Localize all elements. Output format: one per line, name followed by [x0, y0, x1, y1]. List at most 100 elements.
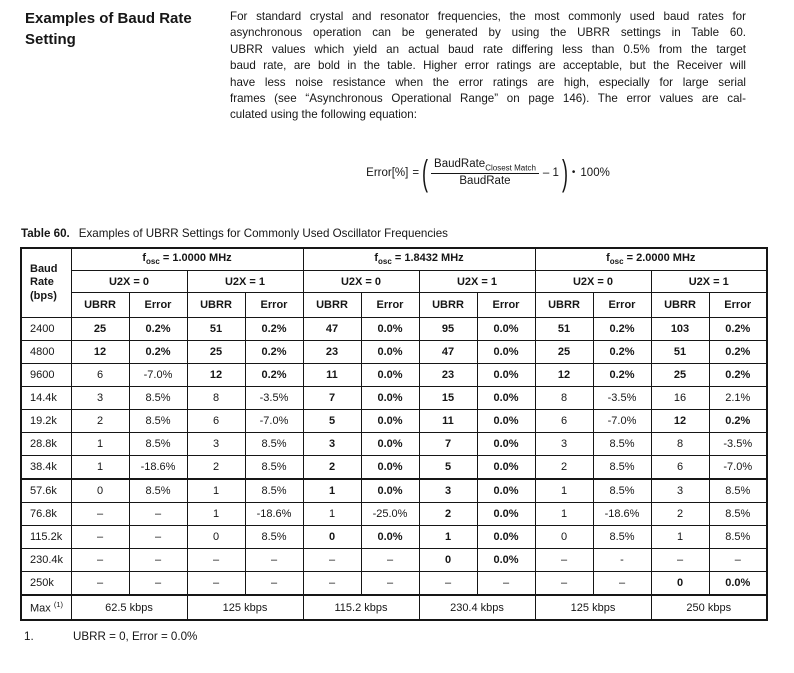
error-cell: -7.0%	[244, 409, 304, 433]
ubrr-cell: 11	[302, 363, 362, 387]
error-cell: 8.5%	[244, 432, 304, 456]
ubrr-cell: 12	[534, 363, 594, 387]
error-cell: 0.0%	[476, 502, 536, 526]
ubrr-cell: 3	[70, 386, 130, 410]
ubrr-cell: 6	[534, 409, 594, 433]
ubrr-cell: 2	[418, 502, 478, 526]
u2x-header: U2X = 1	[418, 270, 536, 293]
ubrr-cell: 7	[418, 432, 478, 456]
fosc-frequency: = 2.0000 MHz	[623, 252, 696, 265]
error-cell: 0.0%	[476, 386, 536, 410]
ubrr-cell: 47	[302, 317, 362, 341]
error-header: Error	[592, 292, 652, 318]
max-value-cell: 250 kbps	[650, 594, 768, 621]
error-cell: 8.5%	[592, 478, 652, 503]
error-header: Error	[708, 292, 768, 318]
ubrr-cell: 1	[534, 478, 594, 503]
ubrr-cell: 2	[534, 455, 594, 480]
ubrr-cell: 12	[186, 363, 246, 387]
ubrr-cell: 16	[650, 386, 710, 410]
error-cell: –	[708, 548, 768, 572]
error-cell: 0.0%	[360, 317, 420, 341]
error-cell: 8.5%	[128, 432, 188, 456]
error-cell: 0.2%	[708, 409, 768, 433]
ubrr-cell: 5	[302, 409, 362, 433]
ubrr-cell: 23	[418, 363, 478, 387]
ubrr-cell: 51	[186, 317, 246, 341]
error-header: Error	[128, 292, 188, 318]
table-row: 76.8k – –1 -18.6% 1 -25.0% 2 0.0% 1 -18.6% 2 8.5%	[20, 502, 768, 526]
max-row: Max (1) 62.5 kbps 125 kbps 115.2 kbps 230.4 …	[20, 594, 768, 621]
error-cell: 0.2%	[592, 363, 652, 387]
ubrr-cell: 11	[418, 409, 478, 433]
error-cell: 8.5%	[708, 478, 768, 503]
ubrr-cell: –	[534, 571, 594, 596]
close-paren: )	[561, 151, 568, 193]
fosc-prefix: f	[606, 252, 610, 265]
table-row: 4800 12 0.2% 25 0.2% 23 0.0% 47 0.0% 25 0.2% 51 0.2%	[20, 340, 768, 364]
error-cell: –	[244, 571, 304, 596]
ubrr-cell: –	[534, 548, 594, 572]
baud-cell: 57.6k	[20, 478, 72, 503]
error-cell: 0.0%	[360, 409, 420, 433]
ubrr-cell: –	[650, 548, 710, 572]
max-value-cell: 125 kbps	[534, 594, 652, 621]
error-cell: 0.0%	[476, 548, 536, 572]
ubrr-cell: –	[70, 571, 130, 596]
ubrr-cell: 3	[302, 432, 362, 456]
ubrr-cell: –	[70, 548, 130, 572]
ubrr-cell: 2	[186, 455, 246, 480]
ubrr-cell: 25	[70, 317, 130, 341]
error-cell: -25.0%	[360, 502, 420, 526]
fosc-header: fosc = 1.8432 MHz	[302, 247, 536, 271]
error-cell: 0.2%	[708, 363, 768, 387]
baud-cell: 76.8k	[20, 502, 72, 526]
error-cell: -18.6%	[128, 455, 188, 480]
ubrr-cell: 23	[302, 340, 362, 364]
error-cell: –	[128, 525, 188, 549]
baud-cell: 28.8k	[20, 432, 72, 456]
error-cell: 8.5%	[592, 432, 652, 456]
multiply-dot: •	[571, 167, 576, 179]
baud-header-line: (bps)	[30, 289, 57, 302]
error-cell: 0.0%	[360, 340, 420, 364]
ubrr-cell: 1	[418, 525, 478, 549]
table-body: 2400 25 0.2% 51 0.2% 47 0.0% 95 0.0% 51 0.2% 103 0.2…	[20, 317, 768, 621]
ubrr-cell: –	[70, 525, 130, 549]
ubrr-cell: 1	[186, 478, 246, 503]
paragraph-line: frames (see “Asynchronous Operational Ra…	[230, 92, 746, 106]
ubrr-cell: 6	[650, 455, 710, 480]
ubrr-cell: 2	[70, 409, 130, 433]
table-row: 57.6k 0 8.5% 1 8.5% 1 0.0% 3 0.0% 1 8.5% 3 8.5%	[20, 478, 768, 503]
ubrr-cell: 25	[650, 363, 710, 387]
ubrr-cell: 1	[70, 432, 130, 456]
ubrr-cell: 7	[302, 386, 362, 410]
ubrr-cell: 0	[70, 478, 130, 503]
paragraph-line: For standard crystal and resonator frequ…	[230, 10, 746, 23]
ubrr-cell: 95	[418, 317, 478, 341]
fosc-subscript: osc	[609, 257, 624, 267]
ubrr-cell: 12	[70, 340, 130, 364]
footnote-number: 1.	[24, 630, 34, 643]
error-cell: 0.0%	[476, 432, 536, 456]
baud-cell: 250k	[20, 571, 72, 596]
table-caption: Table 60. Examples of UBRR Settings for C…	[21, 227, 448, 240]
error-cell: –	[128, 571, 188, 596]
error-cell: 0.0%	[360, 386, 420, 410]
minus-one: – 1	[542, 166, 559, 179]
fosc-frequency: = 1.0000 MHz	[159, 252, 232, 265]
ubrr-cell: 1	[534, 502, 594, 526]
error-cell: -7.0%	[708, 455, 768, 480]
ubrr-cell: –	[418, 571, 478, 596]
ubrr-cell: 12	[650, 409, 710, 433]
fosc-prefix: f	[374, 252, 379, 265]
fraction-denominator: BaudRate	[459, 175, 511, 188]
error-cell: 0.2%	[244, 363, 304, 387]
table-row: 14.4k 3 8.5% 8 -3.5% 7 0.0% 15 0.0% 8 -3.5% 16 2.1%	[20, 386, 768, 410]
ubrr-cell: 1	[302, 502, 362, 526]
ubrr-cell: –	[186, 548, 246, 572]
error-cell: 0.0%	[476, 478, 536, 503]
error-cell: 8.5%	[592, 525, 652, 549]
baud-rate-header: Baud Rate (bps)	[20, 247, 72, 318]
error-cell: -18.6%	[592, 502, 652, 526]
